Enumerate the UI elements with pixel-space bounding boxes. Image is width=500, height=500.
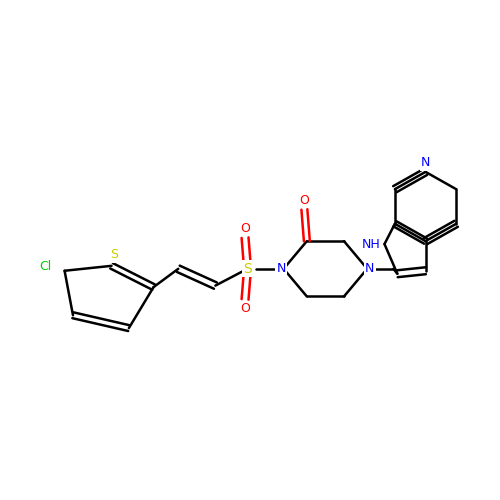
Text: O: O [240,222,250,235]
Text: S: S [110,248,118,262]
Text: Cl: Cl [40,260,52,274]
Text: NH: NH [362,238,380,250]
Text: O: O [240,302,250,315]
Text: N: N [276,262,286,276]
Text: O: O [300,194,310,207]
Text: S: S [243,262,252,276]
Text: N: N [421,156,430,170]
Text: N: N [365,262,374,276]
